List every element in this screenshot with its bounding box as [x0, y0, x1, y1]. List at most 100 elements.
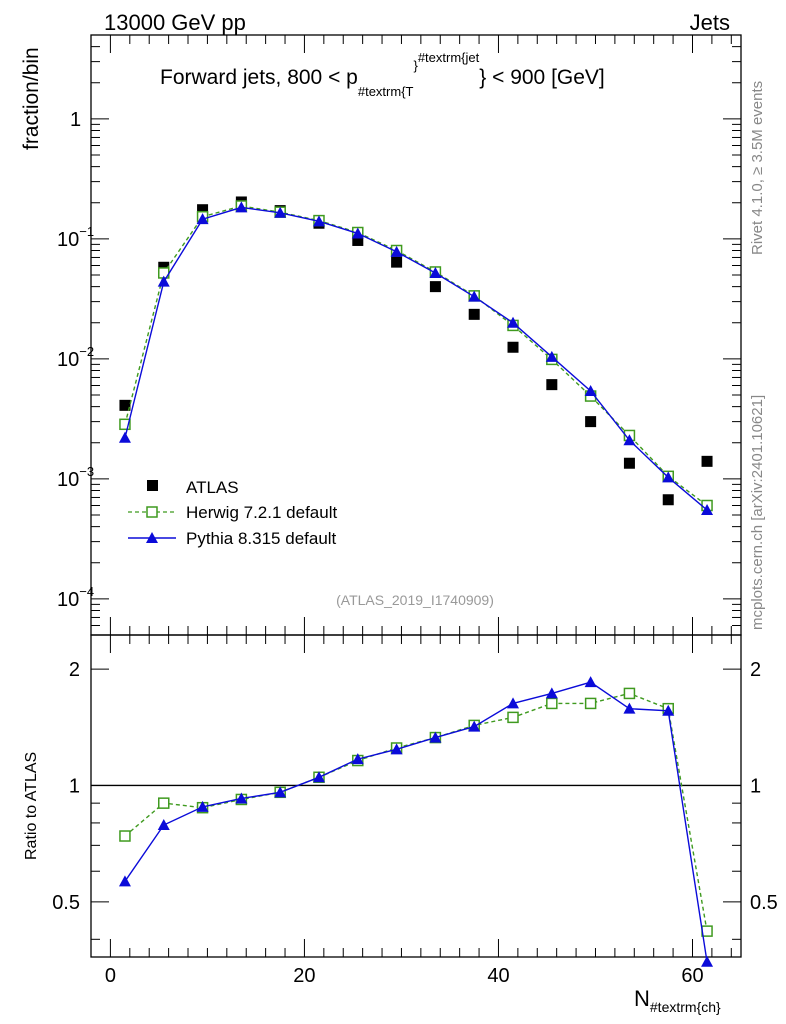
main-pythia-point	[429, 266, 442, 278]
main-herwig-line	[124, 205, 708, 507]
ratio-pythia-point	[701, 955, 714, 967]
ratio-pythia-point	[390, 743, 403, 755]
main-ytick-label: 10−3	[57, 464, 94, 491]
ratio-pythia-point	[584, 676, 597, 688]
main-pythia-point	[507, 316, 520, 328]
ratio-pythia-point	[662, 704, 675, 716]
ratio-pythia-point	[623, 702, 636, 714]
plot-title-close: }	[413, 58, 418, 73]
x-axis-label-sub: #textrm{ch}	[650, 999, 721, 1015]
main-pythia-point	[623, 434, 636, 446]
header-right: Jets	[690, 10, 730, 35]
main-pythia-point	[235, 201, 248, 213]
ratio-pythia-point	[351, 753, 364, 765]
main-pythia-point	[157, 275, 170, 287]
main-pythia-line	[124, 206, 708, 511]
ratio-pythia-point	[507, 697, 520, 709]
ratio-xtick-label: 20	[293, 965, 315, 987]
main-atlas-point	[197, 204, 209, 216]
ratio-pythia-point	[468, 720, 481, 732]
main-atlas-point	[429, 281, 441, 293]
main-atlas-point	[119, 399, 131, 411]
plot-title-sub: #textrm{T	[358, 84, 414, 99]
plot-title-tail: } < 900 [GeV]	[479, 66, 605, 89]
ratio-herwig-point	[546, 697, 558, 710]
main-series-group	[118, 196, 714, 516]
ratio-ytick-label: 1	[69, 775, 80, 797]
main-axes: 10−4 10−3 10−2 10−1 1	[57, 34, 741, 636]
main-pythia-point	[584, 384, 597, 396]
main-ytick-label: 10−2	[57, 344, 94, 371]
legend-atlas-label: ATLAS	[186, 478, 239, 497]
ratio-pythia-point	[196, 800, 209, 812]
ratio-axes: 0 20 40 60 0.5 0.5 1 1 2 2	[52, 635, 778, 987]
main-atlas-point	[507, 341, 519, 353]
ratio-xtick-label: 60	[681, 965, 703, 987]
main-herwig-point	[119, 418, 131, 431]
ratio-ytick-label-right: 1	[750, 775, 761, 797]
ratio-pythia-point	[312, 771, 325, 783]
mcplots-label: mcplots.cern.ch [arXiv:2401.10621]	[749, 395, 766, 630]
main-pythia-point	[701, 504, 714, 516]
rivet-label: Rivet 4.1.0, ≥ 3.5M events	[749, 81, 766, 255]
plot-title-sup: #textrm{jet	[418, 50, 480, 65]
ratio-series-group	[118, 676, 714, 967]
ratio-ytick-label-right: 0.5	[750, 892, 778, 914]
ratio-herwig-point	[623, 687, 636, 700]
main-atlas-point	[701, 455, 713, 467]
ratio-herwig-point	[119, 830, 131, 842]
ratio-pythia-point	[429, 731, 442, 743]
legend-pythia-label: Pythia 8.315 default	[186, 529, 337, 548]
plot-title: Forward jets, 800 < p#textrm{T}#textrm{j…	[160, 50, 605, 99]
main-atlas-point	[623, 457, 635, 469]
ratio-herwig-point	[507, 711, 519, 724]
x-axis-label: N#textrm{ch}	[634, 986, 721, 1015]
main-pythia-point	[312, 215, 325, 227]
main-pythia-point	[390, 245, 403, 257]
main-atlas-point	[468, 308, 480, 320]
x-axis-label-main: N	[634, 986, 650, 1011]
ratio-pythia-point	[118, 875, 131, 887]
ratio-ytick-label: 0.5	[52, 892, 80, 914]
main-pythia-point	[545, 350, 558, 362]
ratio-herwig-line	[124, 692, 708, 932]
ratio-pythia-point	[274, 786, 287, 798]
main-pythia-point	[196, 213, 209, 225]
main-ytick-label: 10−1	[57, 224, 94, 251]
legend-atlas-marker	[147, 480, 158, 491]
analysis-watermark: (ATLAS_2019_I1740909)	[336, 592, 494, 608]
plot-title-main: Forward jets, 800 < p	[160, 66, 358, 89]
main-pythia-point	[662, 471, 675, 483]
main-pythia-point	[118, 431, 131, 443]
main-ytick-label: 1	[70, 109, 81, 131]
main-atlas-point	[391, 256, 403, 268]
ratio-pythia-point	[157, 819, 170, 831]
main-atlas-point	[352, 234, 364, 246]
ratio-xtick-label: 0	[105, 965, 116, 987]
ratio-pythia-point	[235, 792, 248, 804]
legend-herwig-label: Herwig 7.2.1 default	[186, 503, 337, 522]
main-atlas-point	[585, 416, 597, 428]
ratio-herwig-point	[158, 797, 170, 809]
ratio-xtick-label: 40	[487, 965, 509, 987]
ratio-pythia-line	[124, 681, 708, 962]
header-left: 13000 GeV pp	[104, 10, 246, 35]
legend-herwig-marker	[146, 506, 158, 518]
legend: ATLAS Herwig 7.2.1 default Pythia 8.315 …	[128, 478, 337, 548]
ratio-ylabel: Ratio to ATLAS	[23, 752, 40, 860]
legend-pythia-marker	[146, 532, 158, 543]
ratio-herwig-point	[584, 697, 597, 710]
main-ylabel: fraction/bin	[20, 47, 43, 150]
ratio-herwig-point	[701, 925, 713, 937]
main-pythia-point	[274, 206, 287, 218]
ratio-ytick-label-right: 2	[750, 659, 761, 681]
main-atlas-point	[662, 494, 674, 506]
main-pythia-point	[468, 290, 481, 302]
ratio-pythia-point	[545, 687, 558, 699]
ratio-ytick-label: 2	[69, 659, 80, 681]
main-atlas-point	[546, 379, 558, 391]
main-ytick-label: 10−4	[57, 584, 94, 611]
ratio-panel-frame	[90, 634, 742, 958]
main-pythia-point	[351, 227, 364, 239]
